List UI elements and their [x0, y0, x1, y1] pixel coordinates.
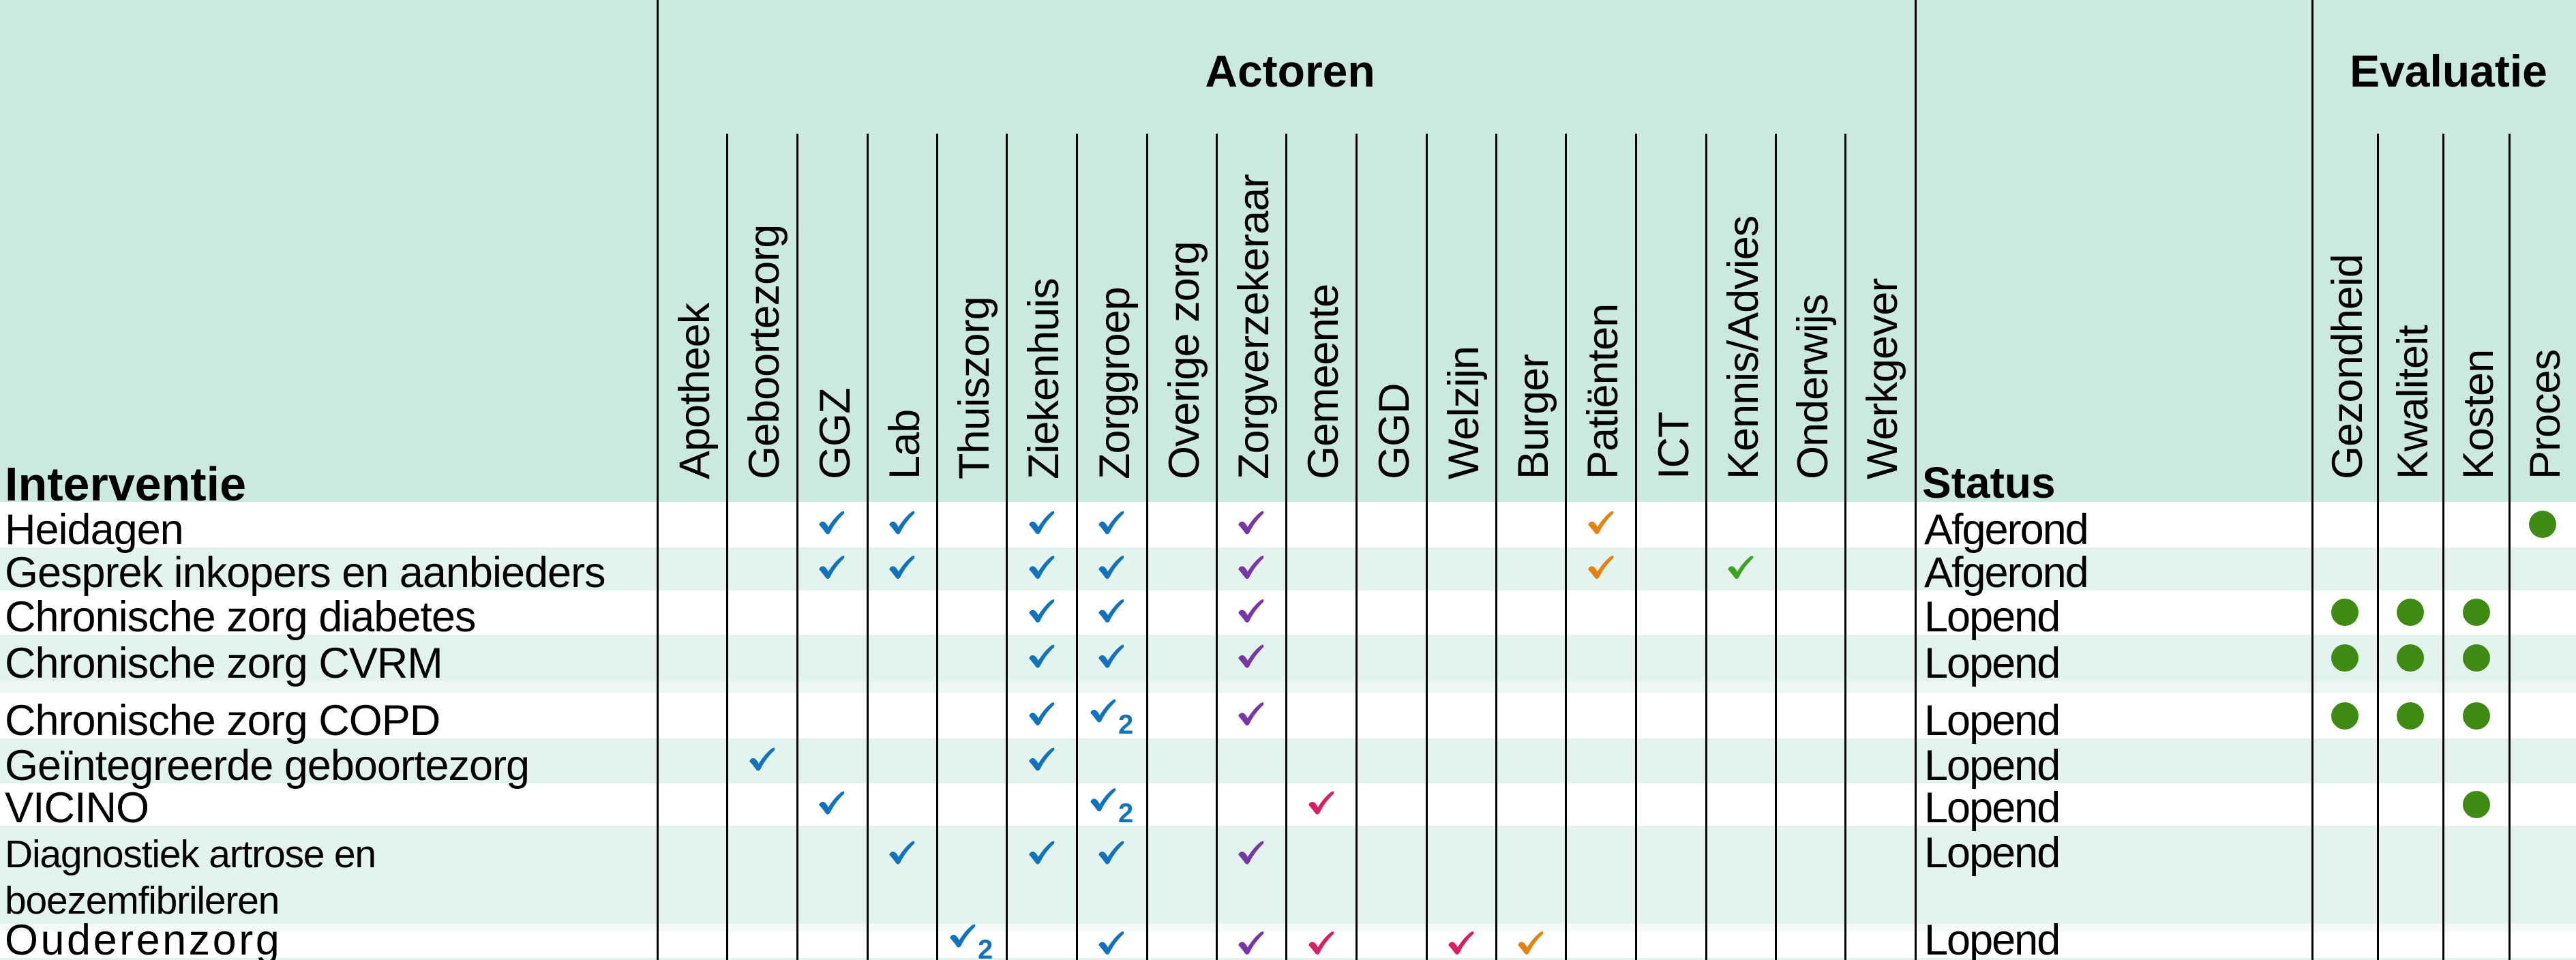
svg-text:Heidagen: Heidagen: [5, 506, 183, 554]
svg-text:Welzijn: Welzijn: [1440, 346, 1488, 479]
svg-text:Lab: Lab: [881, 410, 929, 479]
svg-text:2: 2: [978, 935, 993, 960]
svg-text:Patiënten: Patiënten: [1579, 304, 1627, 479]
svg-text:Apotheek: Apotheek: [671, 302, 719, 479]
svg-text:Thuiszorg: Thuiszorg: [950, 297, 998, 479]
svg-text:Kosten: Kosten: [2455, 350, 2502, 479]
svg-text:Zorgverzekeraar: Zorgverzekeraar: [1230, 175, 1278, 479]
svg-text:ICT: ICT: [1650, 412, 1698, 479]
svg-text:Diagnostiek artrose en: Diagnostiek artrose en: [5, 832, 376, 876]
svg-text:Kwaliteit: Kwaliteit: [2389, 325, 2437, 479]
svg-text:Geïntegreerde geboortezorg: Geïntegreerde geboortezorg: [5, 742, 529, 790]
svg-text:Interventie: Interventie: [5, 457, 246, 511]
svg-text:Lopend: Lopend: [1924, 593, 2059, 641]
svg-text:Onderwijs: Onderwijs: [1789, 295, 1837, 479]
svg-text:Zorggroep: Zorggroep: [1091, 287, 1139, 479]
svg-text:VICINO: VICINO: [5, 784, 149, 832]
svg-text:Lopend: Lopend: [1924, 829, 2059, 877]
svg-text:Kennis/Advies: Kennis/Advies: [1720, 216, 1767, 479]
svg-text:GGZ: GGZ: [811, 389, 859, 480]
svg-text:Overige zorg: Overige zorg: [1160, 241, 1208, 479]
svg-text:Werkgever: Werkgever: [1859, 279, 1906, 479]
svg-text:Ziekenhuis: Ziekenhuis: [1020, 278, 1068, 479]
svg-text:Lopend: Lopend: [1924, 742, 2059, 790]
svg-text:Afgerond: Afgerond: [1924, 549, 2088, 597]
svg-text:Chronische zorg CVRM: Chronische zorg CVRM: [5, 640, 443, 687]
svg-text:Evaluatie: Evaluatie: [2350, 46, 2547, 96]
svg-text:2: 2: [1118, 798, 1133, 828]
svg-text:Gezondheid: Gezondheid: [2324, 254, 2371, 479]
svg-text:Chronische zorg COPD: Chronische zorg COPD: [5, 697, 440, 745]
svg-text:Gemeente: Gemeente: [1300, 284, 1347, 479]
svg-text:Afgerond: Afgerond: [1924, 506, 2088, 554]
svg-text:2: 2: [1118, 710, 1133, 740]
svg-text:Lopend: Lopend: [1924, 916, 2059, 960]
svg-text:Lopend: Lopend: [1924, 640, 2059, 687]
svg-text:Proces: Proces: [2521, 350, 2569, 479]
svg-text:Burger: Burger: [1510, 355, 1557, 479]
svg-text:boezemfibrileren: boezemfibrileren: [5, 879, 279, 922]
svg-text:Gesprek inkopers en aanbieders: Gesprek inkopers en aanbieders: [5, 549, 605, 597]
svg-text:Lopend: Lopend: [1924, 784, 2059, 832]
svg-text:GGD: GGD: [1371, 383, 1418, 479]
svg-text:Status: Status: [1922, 458, 2056, 507]
svg-text:Actoren: Actoren: [1205, 46, 1375, 96]
svg-text:Chronische zorg diabetes: Chronische zorg diabetes: [5, 593, 475, 641]
svg-text:Geboortezorg: Geboortezorg: [740, 225, 788, 479]
svg-text:Ouderenzorg: Ouderenzorg: [5, 916, 282, 960]
svg-text:Lopend: Lopend: [1924, 697, 2059, 745]
